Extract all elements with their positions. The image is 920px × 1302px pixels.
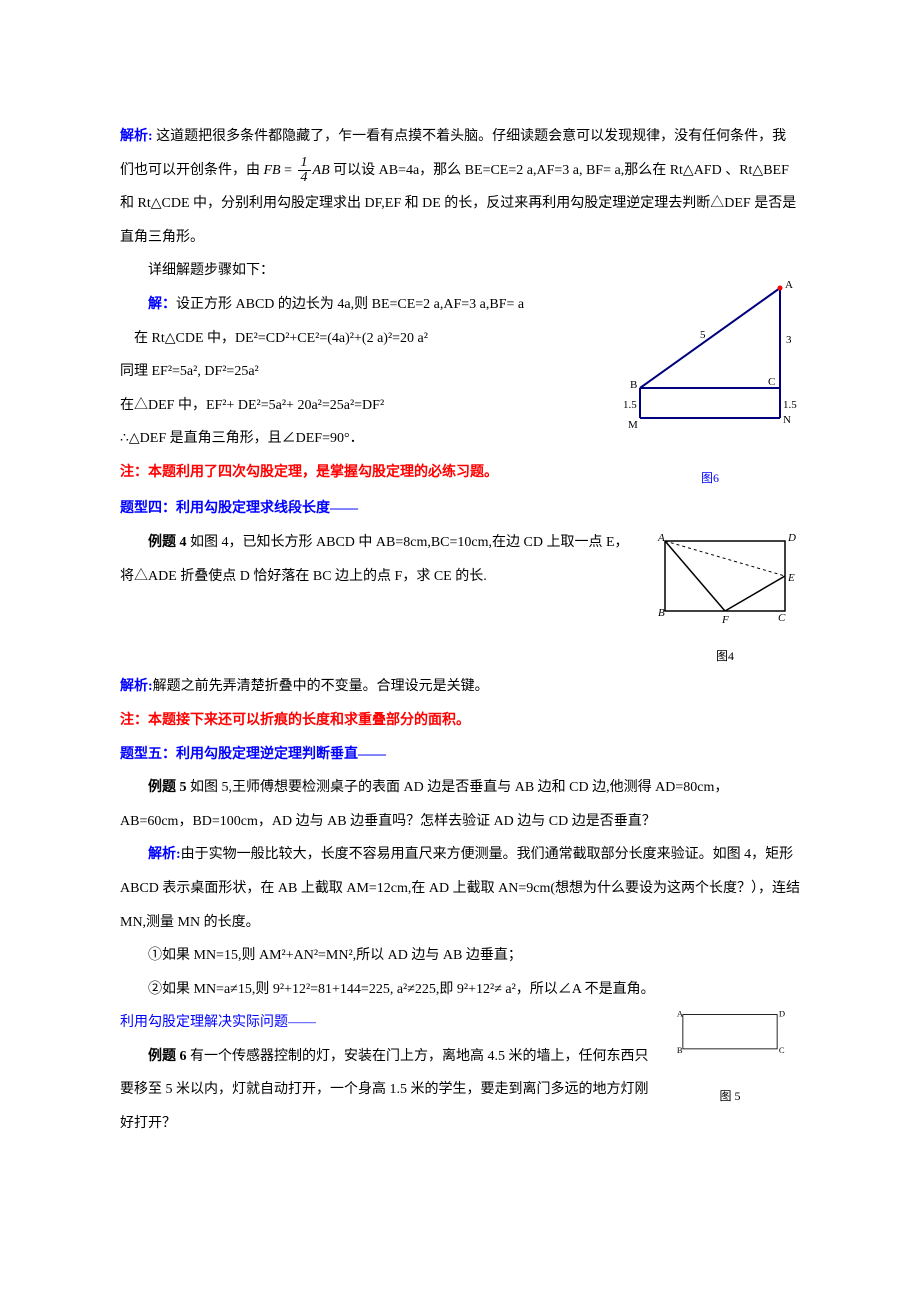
fraction-num: 1 — [298, 156, 311, 171]
fig4-label-B: B — [658, 607, 665, 619]
fig4-title: 图4 — [650, 642, 800, 671]
fig6-label-5: 5 — [700, 329, 706, 341]
figure-6: A B C M N 5 3 1.5 1.5 图6 — [620, 268, 800, 492]
analysis-5-label: 解析: — [148, 847, 181, 862]
example-4-text: 如图 4，已知长方形 ABCD 中 AB=8cm,BC=10cm,在边 CD 上… — [120, 535, 629, 584]
formula-lhs: FB — [264, 163, 281, 178]
fig6-label-15b: 1.5 — [783, 399, 797, 411]
formula-rhs: AB — [313, 163, 330, 178]
analysis-label: 解析: — [120, 129, 153, 144]
fig5-label-C: C — [779, 1045, 785, 1055]
fig5-label-D: D — [779, 1009, 785, 1019]
figure-4: A B C D E F 图4 — [650, 526, 800, 670]
analysis-4-label: 解析: — [120, 679, 153, 694]
fig4-label-C: C — [778, 612, 786, 624]
figure-5: A B C D 图 5 — [660, 1006, 800, 1110]
fig4-label-D: D — [787, 532, 796, 544]
example-6-label: 例题 6 — [148, 1049, 187, 1064]
example-5: 例题 5 如图 5,王师傅想要检测桌子的表面 AD 边是否垂直与 AB 边和 C… — [120, 771, 800, 838]
solution-text: 设正方形 ABCD 的边长为 4a,则 BE=CE=2 a,AF=3 a,BF=… — [176, 297, 524, 312]
analysis-4: 解析:解题之前先弄清楚折叠中的不变量。合理设元是关键。 — [120, 670, 800, 704]
fraction-den: 4 — [298, 171, 311, 185]
fig5-title: 图 5 — [660, 1082, 800, 1111]
fig5-label-A: A — [677, 1009, 684, 1019]
formula-eq: = — [281, 163, 296, 178]
analysis-4-text: 解题之前先弄清楚折叠中的不变量。合理设元是关键。 — [153, 679, 489, 694]
example-6-text: 有一个传感器控制的灯，安装在门上方，离地高 4.5 米的墙上，任何东西只要移至 … — [120, 1049, 649, 1131]
example-4-label: 例题 4 — [148, 535, 187, 550]
example-5-label: 例题 5 — [148, 780, 187, 795]
fig4-label-A: A — [657, 532, 665, 544]
fig4-label-E: E — [787, 572, 795, 584]
solution-label: 解： — [148, 297, 176, 312]
fig6-label-B: B — [630, 379, 637, 391]
fig6-label-M: M — [628, 419, 638, 431]
fig6-label-N: N — [783, 414, 791, 426]
fig6-title: 图6 — [620, 464, 800, 493]
fraction: 14 — [298, 156, 311, 185]
analysis-1: 解析: 这道题把很多条件都隐藏了，乍一看有点摸不着头脑。仔细读题会意可以发现规律… — [120, 120, 800, 254]
section-4-title: 题型四：利用勾股定理求线段长度—— — [120, 492, 800, 526]
step-5-2: ②如果 MN=a≠15,则 9²+12²=81+144=225, a²≠225,… — [120, 973, 800, 1007]
analysis-5-text: 由于实物一般比较大，长度不容易用直尺来方便测量。我们通常截取部分长度来验证。如图… — [120, 847, 800, 929]
analysis-5: 解析:由于实物一般比较大，长度不容易用直尺来方便测量。我们通常截取部分长度来验证… — [120, 838, 800, 939]
fig6-label-3: 3 — [786, 334, 792, 346]
note-2: 注：本题接下来还可以折痕的长度和求重叠部分的面积。 — [120, 704, 800, 738]
fig5-label-B: B — [677, 1045, 683, 1055]
fig6-label-A: A — [785, 279, 793, 291]
section-5-title: 题型五：利用勾股定理逆定理判断垂直—— — [120, 738, 800, 772]
fig4-label-F: F — [721, 614, 729, 626]
example-5-text: 如图 5,王师傅想要检测桌子的表面 AD 边是否垂直与 AB 边和 CD 边,他… — [120, 780, 728, 829]
step-5-1: ①如果 MN=15,则 AM²+AN²=MN²,所以 AD 边与 AB 边垂直； — [120, 939, 800, 973]
fig6-label-C: C — [768, 376, 775, 388]
fig6-label-15a: 1.5 — [623, 399, 637, 411]
